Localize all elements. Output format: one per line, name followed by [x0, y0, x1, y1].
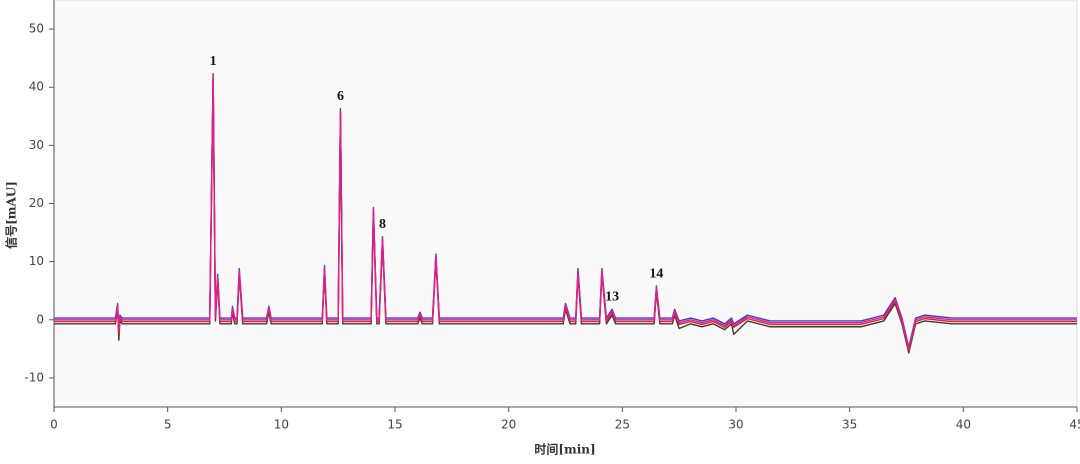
x-tick-label: 40 [956, 418, 971, 432]
peak-label: 1 [210, 54, 217, 69]
x-axis-label: 时间[min] [534, 442, 595, 457]
x-tick-label: 35 [842, 418, 857, 432]
series-line [54, 74, 1077, 350]
peak-label: 14 [649, 266, 663, 281]
y-tick-label: 20 [29, 196, 44, 210]
y-axis-label: 信号[mAU] [4, 181, 19, 249]
x-tick-label: 10 [274, 418, 289, 432]
y-tick-label: 50 [29, 22, 44, 36]
y-tick-label: 30 [29, 138, 44, 152]
x-tick-label: 15 [387, 418, 402, 432]
y-tick-label: 40 [29, 80, 44, 94]
x-tick-label: 5 [164, 418, 172, 432]
x-tick-label: 30 [728, 418, 743, 432]
plot-area [53, 0, 1078, 408]
peak-label: 8 [379, 217, 386, 232]
y-tick-label: -10 [24, 370, 44, 384]
x-tick-label: 20 [501, 418, 516, 432]
x-tick-label: 0 [50, 418, 58, 432]
x-tick-label: 25 [615, 418, 630, 432]
peak-label: 13 [605, 290, 619, 305]
x-tick-label: 45 [1069, 418, 1080, 432]
peak-label: 6 [337, 89, 344, 104]
y-tick-label: 0 [36, 312, 44, 326]
y-tick-label: 10 [29, 254, 44, 268]
